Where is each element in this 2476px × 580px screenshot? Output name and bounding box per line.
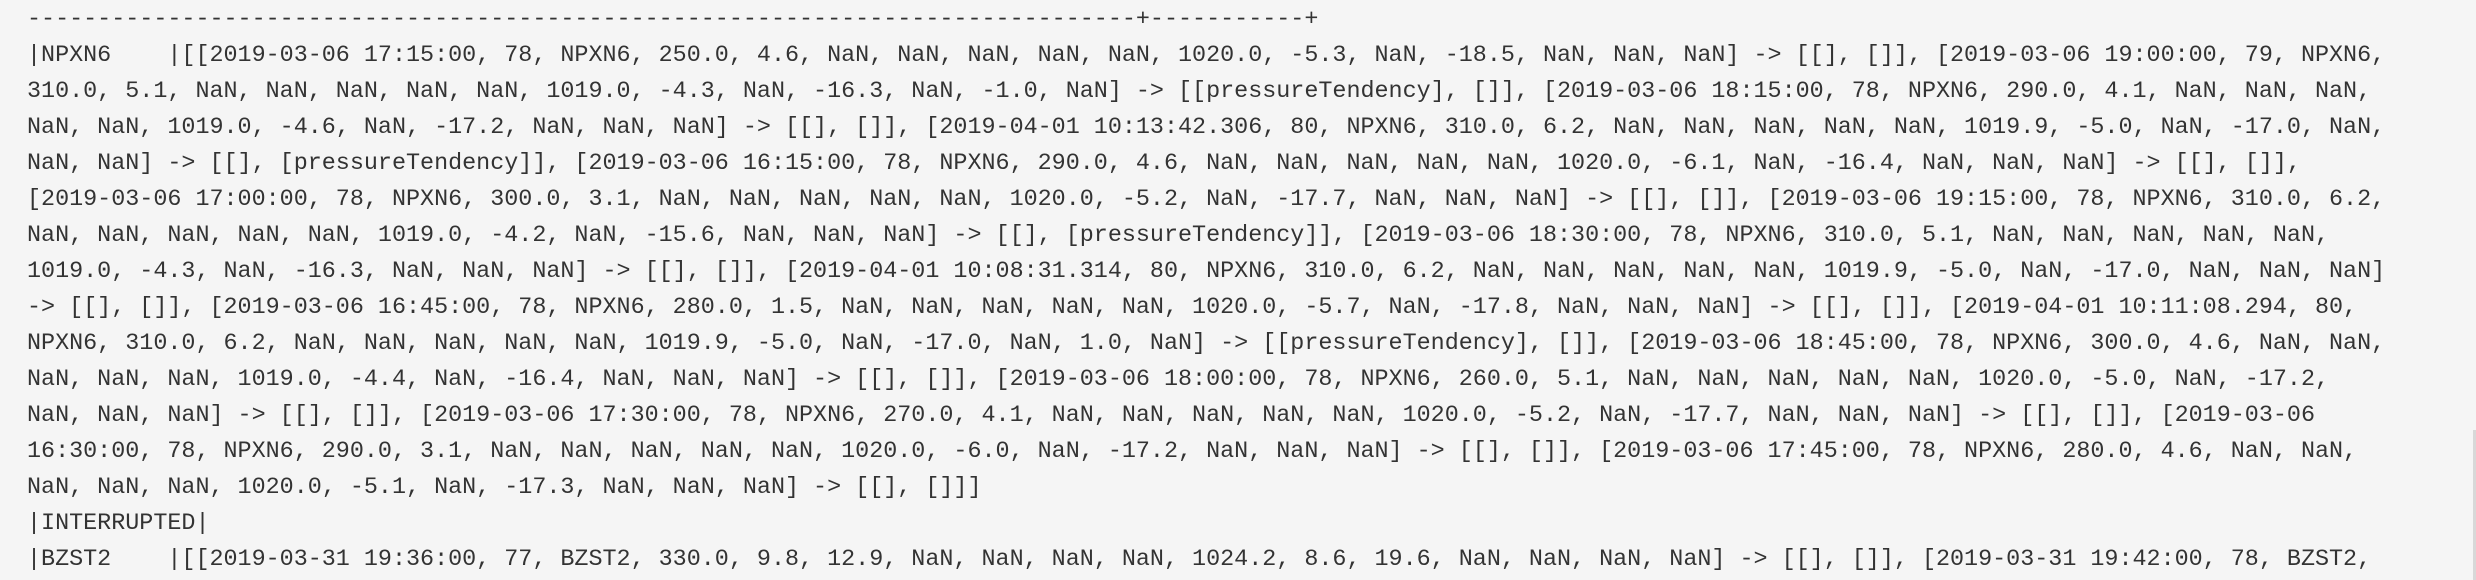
output-line: 310.0, 5.1, NaN, NaN, NaN, NaN, NaN, 101…: [27, 79, 2372, 105]
output-line: NaN, NaN, NaN, 1020.0, -5.1, NaN, -17.3,…: [27, 475, 982, 501]
output-line: NaN, NaN] -> [[], [pressureTendency]], […: [27, 151, 2301, 177]
output-line: |INTERRUPTED|: [27, 511, 210, 537]
output-line: NPXN6, 310.0, 6.2, NaN, NaN, NaN, NaN, N…: [27, 331, 2386, 357]
output-line: NaN, NaN, 1019.0, -4.6, NaN, -17.2, NaN,…: [27, 115, 2386, 141]
output-line: NaN, NaN, NaN] -> [[], []], [2019-03-06 …: [27, 403, 2315, 429]
output-line: -> [[], []], [2019-03-06 16:45:00, 78, N…: [27, 295, 2358, 321]
output-line: NaN, NaN, NaN, NaN, NaN, 1019.0, -4.2, N…: [27, 223, 2330, 249]
output-line: ----------------------------------------…: [27, 7, 1319, 33]
output-line: NaN, NaN, NaN, 1019.0, -4.4, NaN, -16.4,…: [27, 367, 2330, 393]
output-line: [2019-03-06 17:00:00, 78, NPXN6, 300.0, …: [27, 187, 2386, 213]
output-line: 1019.0, -4.3, NaN, -16.3, NaN, NaN, NaN]…: [27, 259, 2386, 285]
output-line: |NPXN6 |[[2019-03-06 17:15:00, 78, NPXN6…: [27, 43, 2386, 69]
output-line: 16:30:00, 78, NPXN6, 290.0, 3.1, NaN, Na…: [27, 439, 2358, 465]
output-line: |BZST2 |[[2019-03-31 19:36:00, 77, BZST2…: [27, 547, 2372, 573]
scrollbar[interactable]: [2473, 430, 2476, 580]
